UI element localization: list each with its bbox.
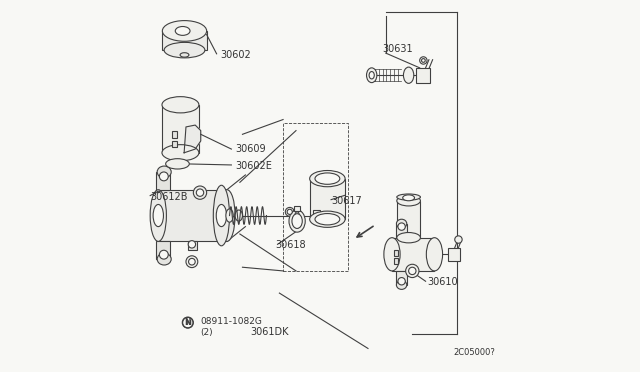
Ellipse shape — [157, 253, 172, 265]
Ellipse shape — [403, 67, 414, 83]
Text: 30610: 30610 — [427, 277, 458, 287]
Ellipse shape — [186, 256, 198, 267]
Ellipse shape — [285, 208, 294, 216]
Bar — [312, 211, 320, 221]
Bar — [156, 241, 170, 259]
Ellipse shape — [315, 214, 340, 225]
Ellipse shape — [188, 241, 196, 248]
Text: N: N — [185, 320, 191, 326]
Ellipse shape — [455, 236, 462, 243]
Bar — [416, 68, 430, 83]
Ellipse shape — [287, 209, 292, 214]
Bar — [158, 190, 227, 241]
Ellipse shape — [315, 173, 340, 184]
Ellipse shape — [235, 210, 243, 221]
Ellipse shape — [289, 210, 305, 232]
Bar — [394, 259, 398, 264]
Ellipse shape — [189, 259, 195, 265]
Ellipse shape — [196, 189, 204, 196]
Ellipse shape — [403, 195, 415, 201]
Bar — [394, 250, 398, 256]
Ellipse shape — [150, 190, 166, 241]
Ellipse shape — [397, 194, 420, 200]
Bar — [180, 50, 189, 55]
Ellipse shape — [164, 42, 205, 58]
Bar — [156, 172, 170, 190]
Ellipse shape — [310, 211, 345, 227]
Ellipse shape — [159, 172, 168, 181]
Ellipse shape — [162, 145, 199, 161]
Ellipse shape — [396, 280, 407, 289]
Text: 30602: 30602 — [220, 50, 251, 60]
Bar — [294, 206, 300, 211]
Text: 30609: 30609 — [235, 144, 266, 154]
Text: N: N — [184, 318, 191, 327]
Ellipse shape — [397, 232, 420, 243]
Bar — [163, 31, 207, 50]
Ellipse shape — [396, 219, 407, 228]
Text: 3061DK: 3061DK — [250, 327, 289, 337]
Bar — [397, 201, 420, 238]
Ellipse shape — [397, 196, 420, 206]
Text: 08911-1082G
(2): 08911-1082G (2) — [200, 317, 262, 337]
Text: 30631: 30631 — [383, 44, 413, 54]
Ellipse shape — [166, 159, 189, 169]
Ellipse shape — [175, 26, 190, 35]
Ellipse shape — [162, 97, 199, 113]
Ellipse shape — [408, 267, 416, 275]
Polygon shape — [184, 125, 201, 153]
Ellipse shape — [292, 214, 302, 228]
Ellipse shape — [426, 238, 443, 271]
Ellipse shape — [310, 170, 345, 187]
Text: 30602E: 30602E — [235, 161, 272, 171]
Ellipse shape — [292, 208, 301, 223]
Ellipse shape — [226, 209, 233, 222]
Ellipse shape — [295, 212, 300, 219]
Ellipse shape — [398, 223, 405, 230]
Ellipse shape — [422, 59, 425, 62]
Bar — [396, 271, 407, 285]
Ellipse shape — [213, 185, 230, 246]
Ellipse shape — [216, 205, 227, 227]
Ellipse shape — [159, 250, 168, 259]
Bar — [392, 238, 435, 271]
Ellipse shape — [398, 278, 405, 285]
Ellipse shape — [219, 190, 235, 241]
Text: 30617: 30617 — [331, 196, 362, 206]
Bar — [449, 248, 460, 261]
Ellipse shape — [193, 186, 207, 199]
Ellipse shape — [180, 53, 189, 57]
Bar — [310, 179, 345, 219]
Bar — [162, 105, 199, 153]
Bar — [396, 224, 407, 238]
Ellipse shape — [153, 205, 163, 227]
Bar — [283, 123, 348, 271]
Ellipse shape — [163, 20, 207, 41]
Bar — [172, 141, 177, 147]
Text: 2C05000?: 2C05000? — [453, 349, 495, 357]
Ellipse shape — [420, 57, 427, 64]
Ellipse shape — [369, 71, 374, 79]
Text: 30612B: 30612B — [150, 192, 188, 202]
Ellipse shape — [367, 68, 377, 83]
Bar — [172, 131, 177, 138]
Text: 30618: 30618 — [276, 240, 307, 250]
Ellipse shape — [157, 166, 172, 178]
Ellipse shape — [384, 238, 400, 271]
Bar — [188, 241, 197, 250]
Ellipse shape — [406, 264, 419, 278]
